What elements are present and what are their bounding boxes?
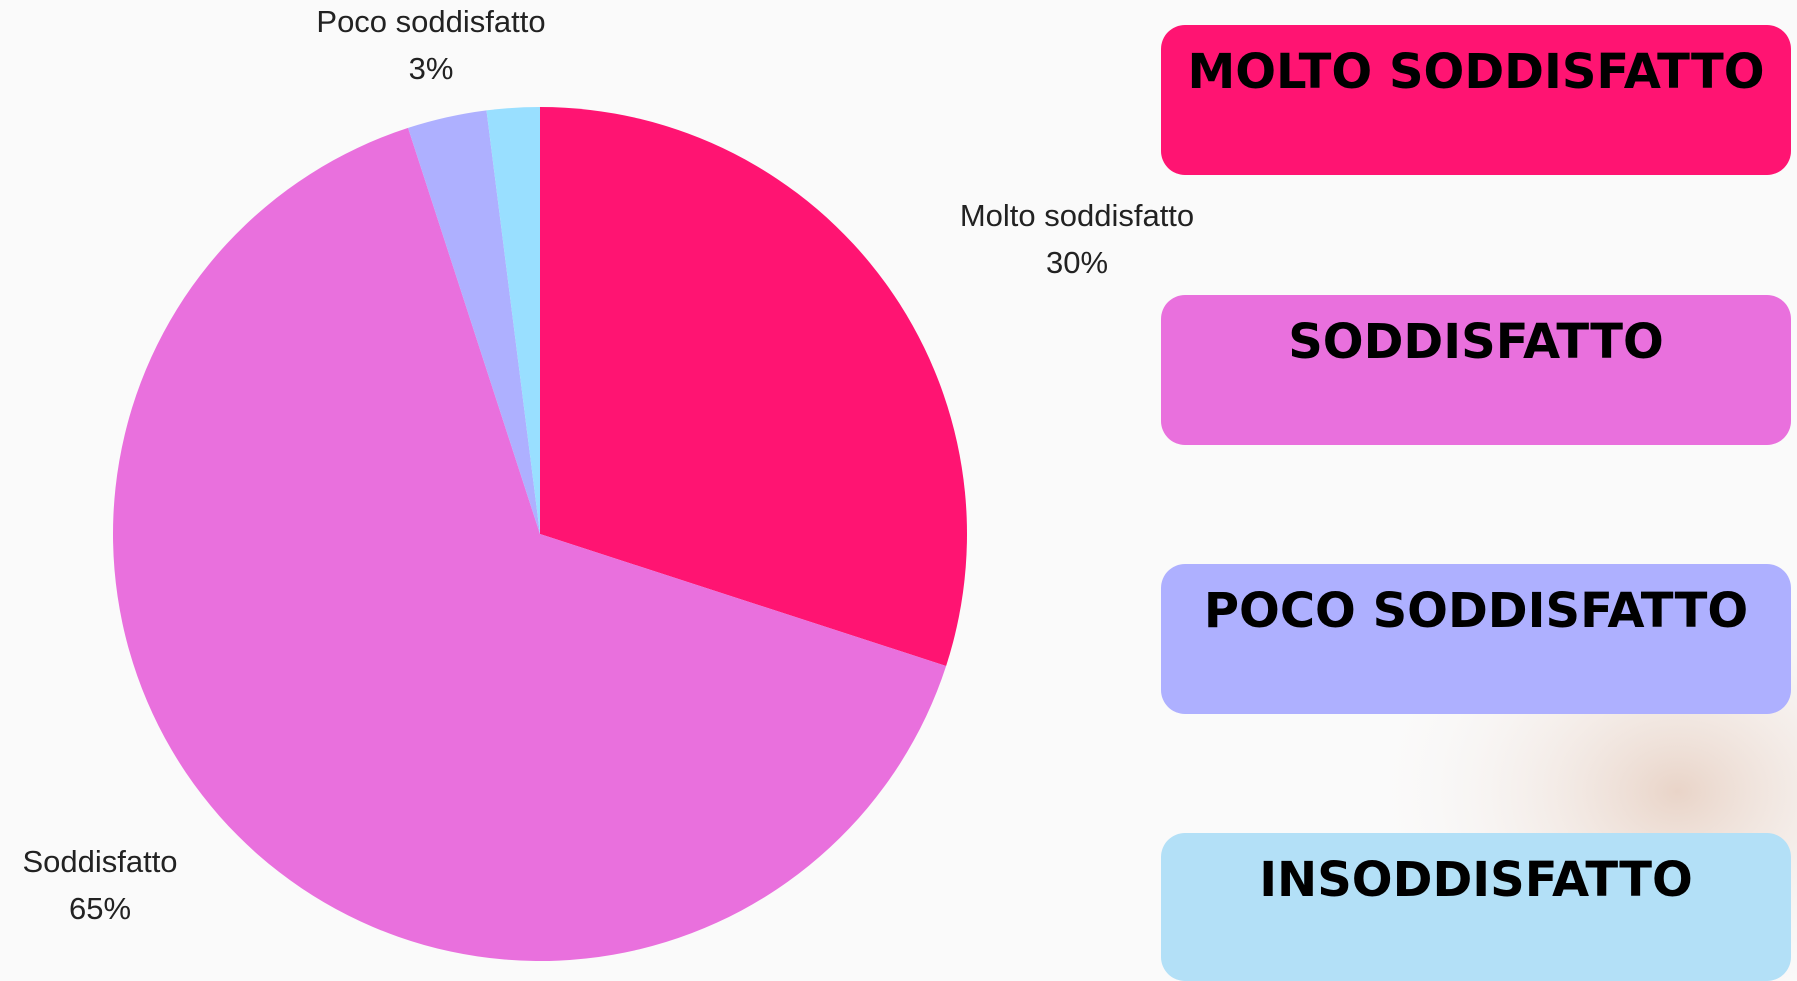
legend-label: SODDISFATTO	[1288, 314, 1664, 370]
slice-label: Poco soddisfatto	[316, 4, 545, 39]
pie-slice	[540, 107, 967, 666]
pie	[112, 107, 967, 962]
slice-value-label: 3%	[409, 51, 454, 86]
legend-box	[1161, 295, 1791, 445]
slice-value-label: 65%	[69, 891, 131, 926]
legend-label: MOLTO SODDISFATTO	[1187, 44, 1764, 100]
slice-labels: Molto soddisfatto 30% Soddisfatto 65% Poco s…	[22, 4, 1194, 926]
legend: MOLTO SODDISFATTO SODDISFATTO POCO SODDISF…	[1161, 25, 1791, 981]
slice-value-label: 30%	[1046, 245, 1108, 280]
slice-label: Soddisfatto	[22, 844, 177, 879]
pie-slice	[408, 110, 540, 535]
slice-label: Molto soddisfatto	[960, 198, 1194, 233]
legend-label: INSODDISFATTO	[1259, 852, 1693, 908]
legend-label: POCO SODDISFATTO	[1204, 583, 1748, 639]
legend-box	[1161, 564, 1791, 714]
legend-box	[1161, 833, 1791, 981]
pie-slice	[486, 107, 540, 534]
legend-box	[1161, 25, 1791, 175]
pie-slice	[112, 127, 947, 962]
